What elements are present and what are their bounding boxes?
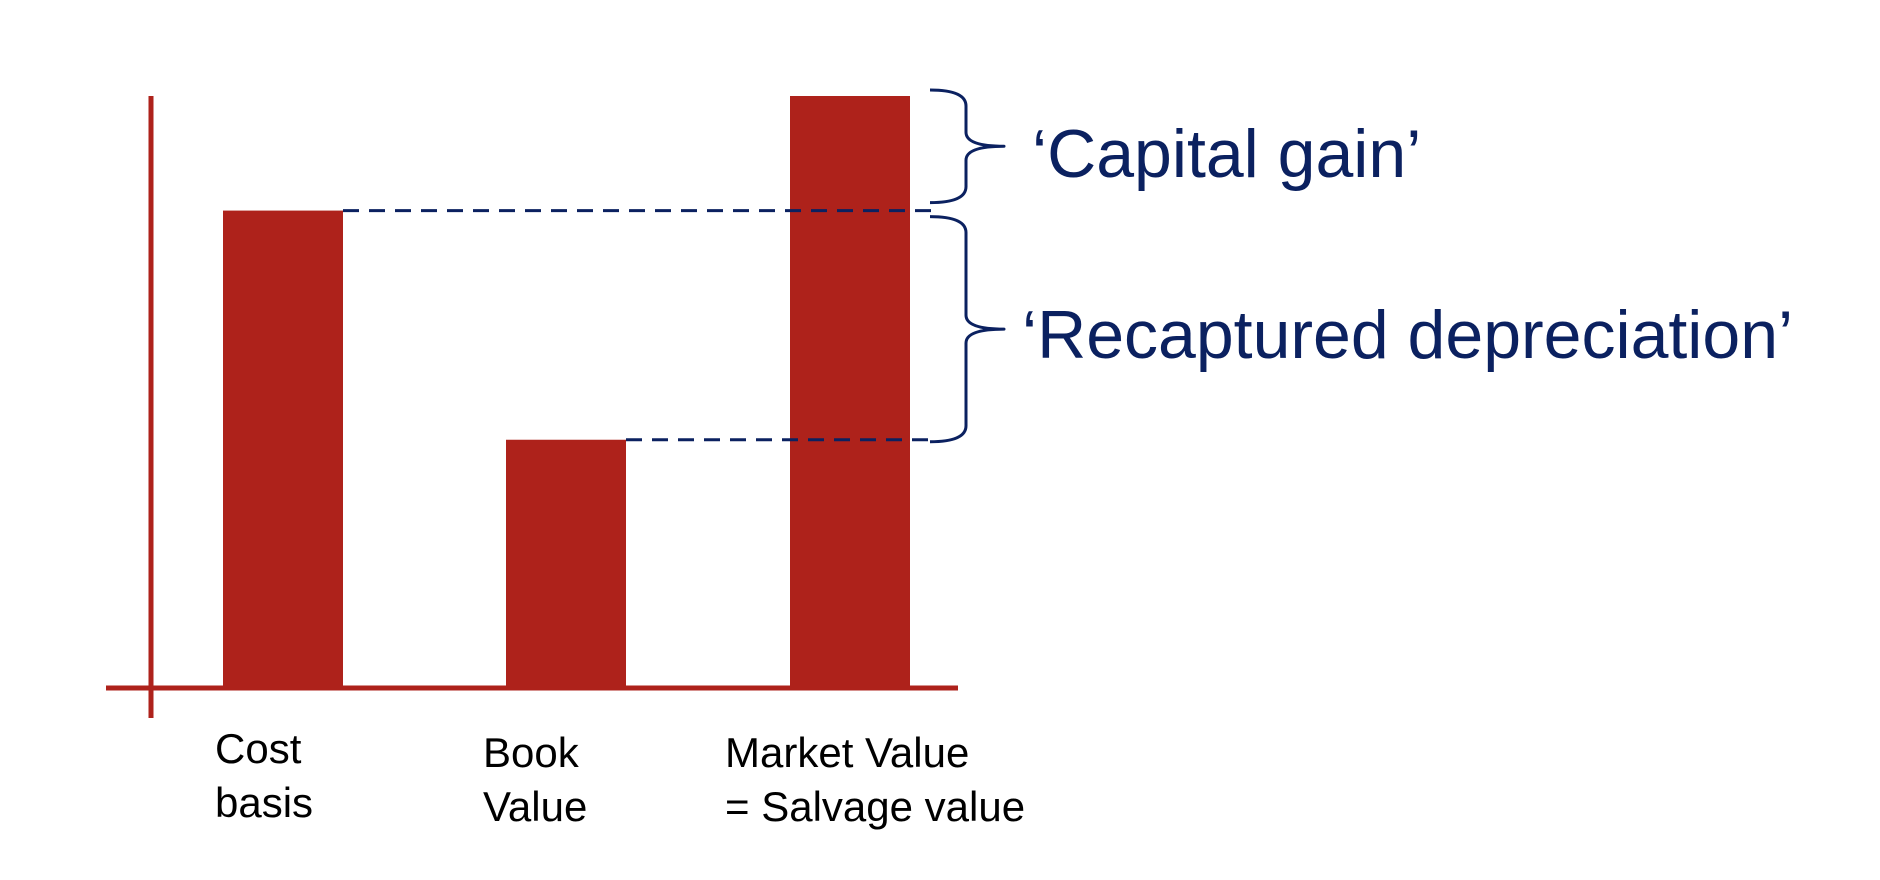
category-label-market-value-line1: Market Value [725,729,969,776]
category-label-cost-basis-line1: Cost [215,725,302,772]
bar-market-value [790,96,910,688]
category-label-cost-basis-line2: basis [215,779,313,826]
category-label-book-value-line2: Value [483,783,587,830]
category-label-market-value-line2: = Salvage value [725,783,1025,830]
annotation-recaptured-depreciation: ‘Recaptured depreciation’ [1022,297,1793,373]
brace-recaptured-depreciation [929,215,1006,444]
bar-cost-basis [223,210,343,689]
annotation-capital-gain: ‘Capital gain’ [1032,116,1421,192]
category-label-book-value-line1: Book [483,729,580,776]
bar-book-value [506,439,626,688]
brace-capital-gain [929,88,1006,205]
